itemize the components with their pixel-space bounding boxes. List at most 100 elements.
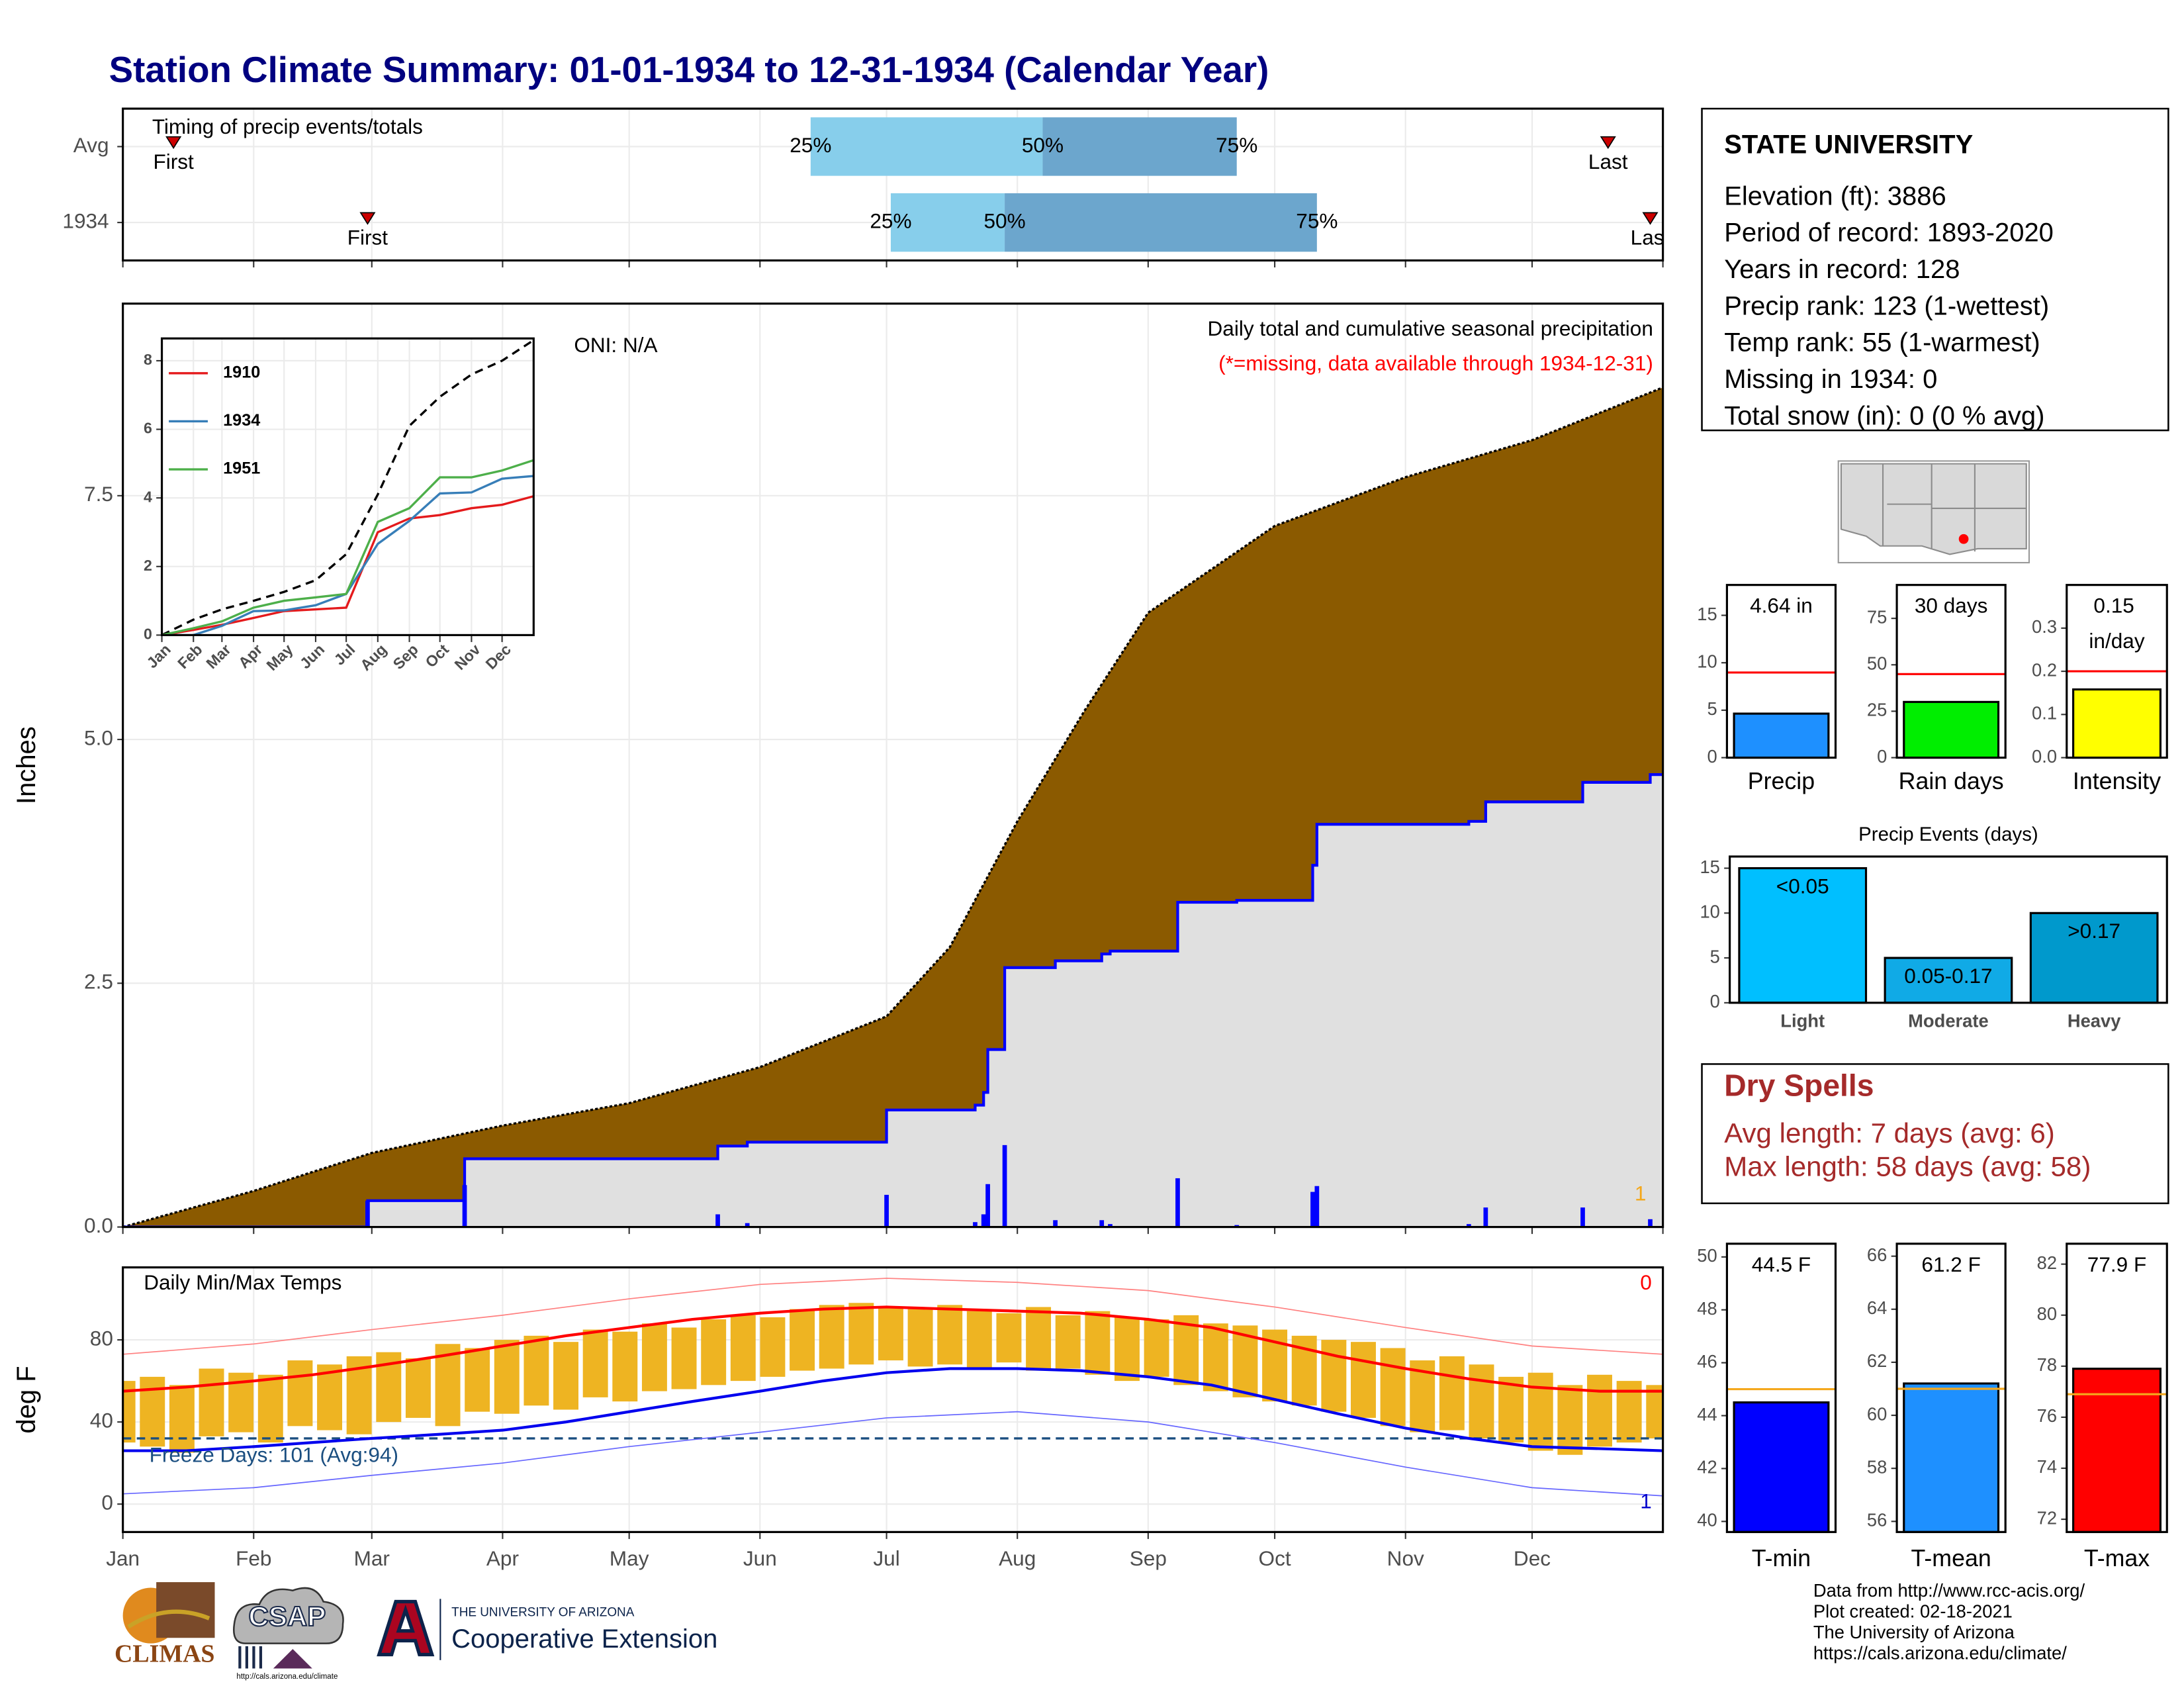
daily-range-bar	[937, 1305, 963, 1365]
daily-bar	[1108, 1224, 1113, 1227]
value-label: 30 days	[1915, 594, 1988, 618]
daily-range-bar	[790, 1309, 815, 1371]
y-tick-label: 5.0	[84, 726, 113, 749]
plot-frame	[1725, 1243, 1837, 1533]
y-tick-label: 4	[144, 488, 152, 505]
y-tick-label: 40	[1697, 1510, 1717, 1530]
csap-bars	[238, 1646, 263, 1669]
bar	[2072, 688, 2161, 759]
y-tick-label: 50	[1697, 1245, 1717, 1266]
daily-bar	[1310, 1192, 1315, 1227]
daily-range-bar	[878, 1307, 903, 1361]
daily-range-bar	[1498, 1376, 1524, 1443]
daily-range-bar	[907, 1309, 933, 1367]
row-label: 1934	[62, 209, 109, 232]
daily-bar	[1648, 1219, 1653, 1227]
y-tick-label: 56	[1867, 1510, 1887, 1530]
dry-spells-title: Dry Spells	[1724, 1068, 1874, 1102]
daily-range-bar	[1321, 1340, 1347, 1412]
bar	[1884, 957, 2013, 1004]
daily-range-bar	[169, 1385, 195, 1453]
daily-bar	[1099, 1220, 1105, 1227]
y-tick-label: 78	[2037, 1354, 2057, 1375]
daily-bar	[973, 1222, 978, 1227]
station-name: STATE UNIVERSITY	[1724, 130, 1973, 159]
y-tick-label: 42	[1697, 1457, 1717, 1477]
y-tick-label: 80	[90, 1326, 113, 1350]
event-label: First	[153, 150, 194, 173]
daily-range-bar	[1439, 1356, 1465, 1430]
bar	[1733, 712, 1830, 759]
x-tick-label: Aug	[999, 1546, 1036, 1570]
quartile-label: 75%	[1296, 209, 1338, 232]
daily-range-bar	[1646, 1385, 1663, 1438]
value-label: 0.05-0.17	[1904, 964, 1992, 988]
station-line: Total snow (in): 0 (0 % avg)	[1724, 401, 2044, 430]
y-tick-label: 74	[2037, 1456, 2057, 1477]
daily-range-bar	[819, 1305, 844, 1369]
plot-frame	[1729, 855, 2168, 1004]
y-tick-label: 0.0	[84, 1213, 113, 1237]
plot-frame	[122, 107, 1664, 262]
station-line: Years in record: 128	[1724, 255, 1960, 284]
y-tick-label: 75	[1867, 606, 1887, 627]
daily-range-bar	[317, 1364, 342, 1430]
quartile-bar	[1005, 193, 1317, 252]
x-tick-label: Dec	[1514, 1546, 1551, 1570]
daily-bar	[462, 1185, 467, 1227]
y-axis-label: Inches	[12, 726, 41, 804]
y-tick-label: 60	[1867, 1403, 1887, 1424]
y-axis-label: deg F	[12, 1366, 41, 1433]
bar	[2072, 1368, 2161, 1533]
category-label: T-min	[1752, 1545, 1811, 1571]
plot-frame	[122, 1266, 1664, 1533]
chart-title: Precip Events (days)	[1858, 823, 2038, 845]
csap-cloud	[233, 1587, 344, 1644]
footer-line: The University of Arizona	[1813, 1622, 2015, 1642]
count-label: 1	[1635, 1182, 1647, 1205]
event-label: Last	[1588, 150, 1628, 173]
footer-line: Data from http://www.rcc-acis.org/	[1813, 1580, 2085, 1601]
bar	[1738, 867, 1868, 1004]
y-tick-label: 72	[2037, 1507, 2057, 1528]
quartile-label: 75%	[1216, 133, 1257, 157]
freeze-label: Freeze Days: 101 (Avg:94)	[150, 1443, 398, 1467]
daily-bar	[1175, 1178, 1180, 1227]
csap-text: CSAP	[248, 1601, 326, 1632]
y-tick-label: 64	[1867, 1297, 1887, 1318]
y-tick-label: 0.3	[2032, 616, 2057, 637]
plot-area	[122, 1278, 1663, 1497]
plot-area	[161, 339, 534, 635]
value-label: >0.17	[2068, 919, 2120, 943]
record-low-count: 1	[1640, 1489, 1652, 1513]
y-tick-label: 44	[1697, 1404, 1717, 1425]
y-tick-label: 15	[1700, 857, 1719, 877]
y-tick-label: 0	[1877, 746, 1887, 767]
chart-title: Daily total and cumulative seasonal prec…	[1208, 316, 1653, 340]
quartile-bar	[890, 193, 1005, 252]
x-tick-label: Nov	[1387, 1546, 1424, 1570]
x-tick-label: May	[610, 1546, 649, 1570]
daily-range-bar	[1203, 1323, 1228, 1391]
daily-bar	[1053, 1220, 1058, 1227]
station-line: Period of record: 1893-2020	[1724, 218, 2054, 248]
legend-label: 1951	[223, 459, 260, 478]
daily-bar	[1483, 1207, 1488, 1227]
daily-bar	[715, 1214, 720, 1227]
daily-range-bar	[1557, 1385, 1583, 1455]
y-tick-label: 46	[1697, 1351, 1717, 1372]
y-tick-label: 8	[144, 351, 152, 368]
cumulative-area	[122, 774, 1663, 1227]
average-outline	[122, 386, 1663, 1227]
x-tick-label: Mar	[354, 1546, 390, 1570]
station-line: Missing in 1934: 0	[1724, 365, 1937, 394]
temperature-line	[122, 1411, 1663, 1497]
category-label: T-max	[2084, 1545, 2150, 1571]
chart-title: Daily Min/Max Temps	[144, 1270, 341, 1294]
quartile-label: 25%	[790, 133, 831, 157]
y-tick-label: 0.1	[2032, 703, 2057, 724]
plot-area	[122, 386, 1663, 1227]
locator-map	[1837, 460, 2030, 564]
daily-range-bar	[257, 1374, 283, 1443]
